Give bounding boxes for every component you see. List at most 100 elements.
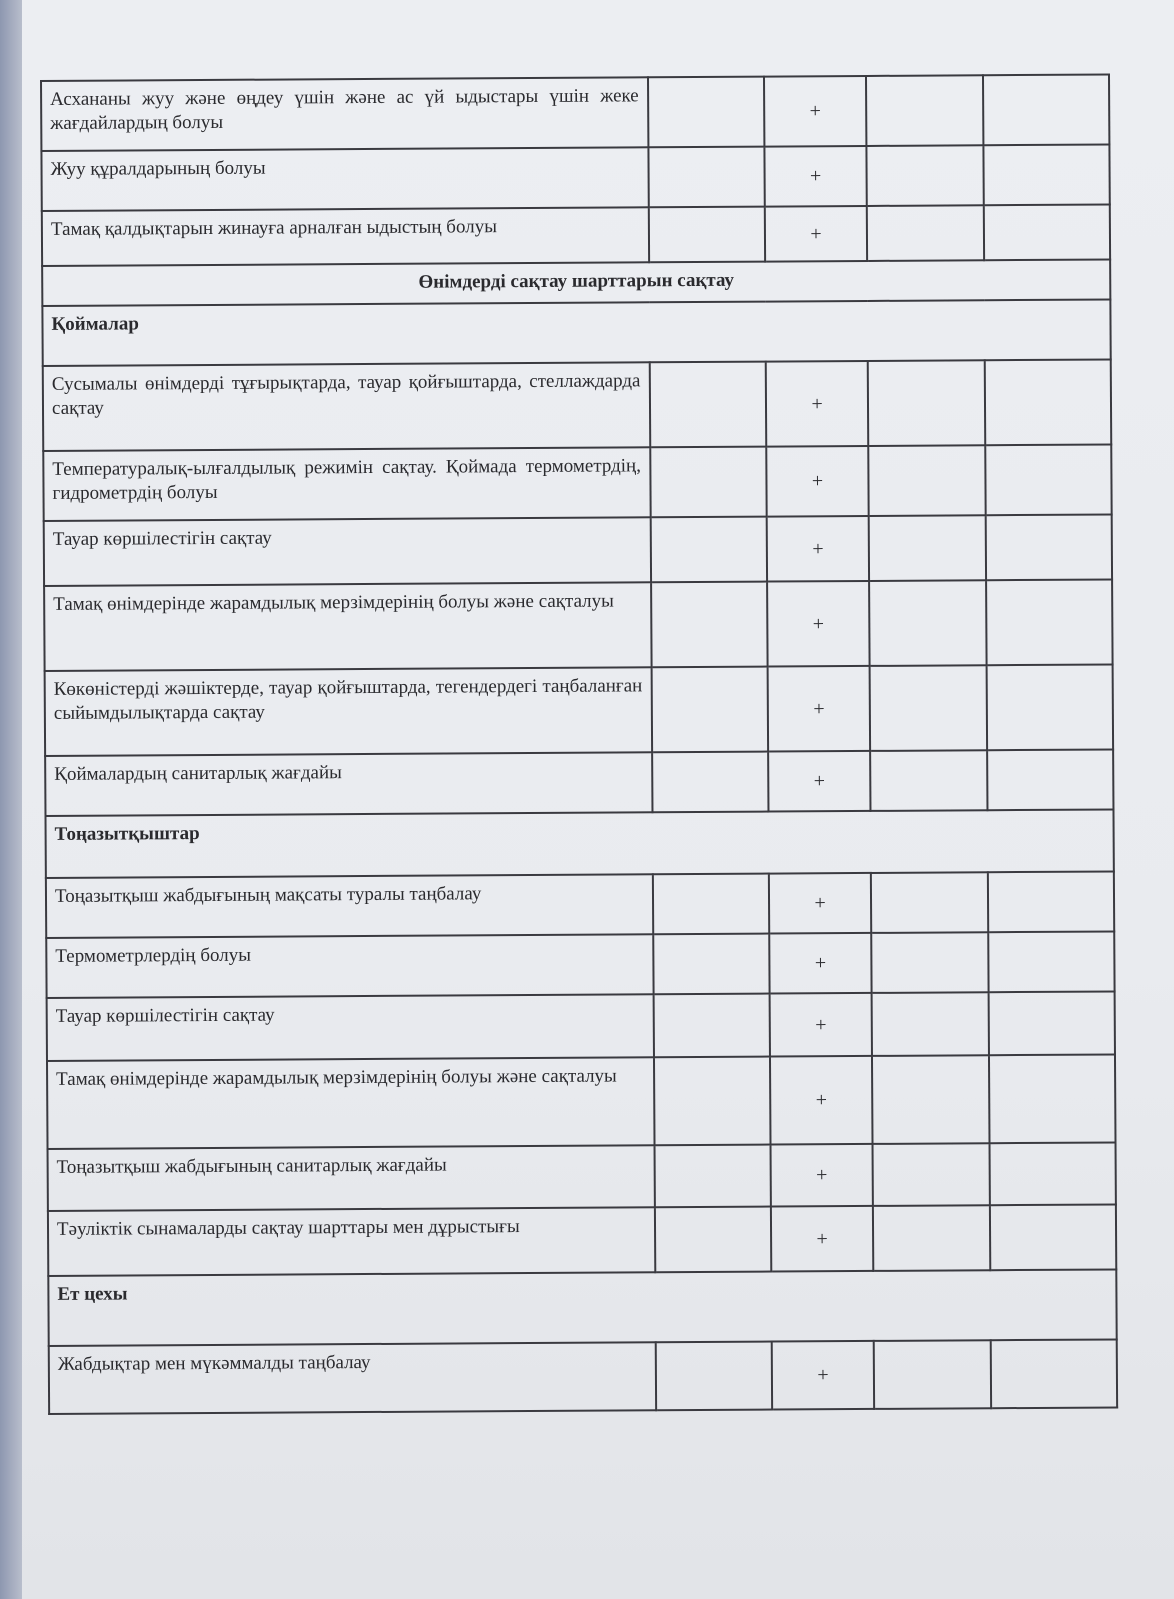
requirement-text: Тамақ қалдықтарын жинауға арналған ыдыст… bbox=[41, 207, 649, 266]
empty-cell bbox=[870, 750, 988, 811]
table-row: Термометрлердің болуы + bbox=[46, 931, 1115, 998]
empty-cell bbox=[985, 514, 1113, 581]
compliance-mark: + bbox=[764, 75, 867, 147]
empty-cell bbox=[651, 666, 769, 753]
empty-cell bbox=[647, 76, 765, 148]
table-row: Қоймалардың санитарлық жағдайы + bbox=[45, 749, 1114, 816]
subsection-title: Тоңазытқыштар bbox=[45, 809, 1114, 878]
empty-cell bbox=[649, 446, 767, 518]
empty-cell bbox=[866, 205, 984, 261]
table-heading-row: Өнімдерді сақтау шарттарын сақтау bbox=[42, 259, 1111, 306]
requirement-text: Тауар көршілестігін сақтау bbox=[46, 994, 654, 1061]
requirement-text: Тамақ өнімдерінде жарамдылық мерзімдерін… bbox=[46, 1057, 655, 1149]
table-row: Тамақ өнімдерінде жарамдылық мерзімдерін… bbox=[44, 579, 1113, 671]
requirement-text: Тамақ өнімдерінде жарамдылық мерзімдерін… bbox=[44, 582, 652, 671]
table-row: Тамақ өнімдерінде жарамдылық мерзімдерін… bbox=[46, 1054, 1116, 1149]
empty-cell bbox=[653, 1056, 771, 1146]
empty-cell bbox=[868, 515, 986, 581]
table-row: Сусымалы өнімдерді тұғырықтарда, тауар қ… bbox=[42, 359, 1112, 451]
empty-cell bbox=[871, 992, 989, 1056]
compliance-mark: + bbox=[766, 515, 870, 582]
empty-cell bbox=[986, 664, 1114, 751]
empty-cell bbox=[866, 75, 983, 146]
compliance-mark: + bbox=[765, 360, 869, 447]
empty-cell bbox=[982, 74, 1110, 146]
compliance-mark: + bbox=[771, 1205, 874, 1272]
empty-cell bbox=[869, 665, 987, 751]
compliance-mark: + bbox=[770, 1143, 873, 1207]
requirement-text: Асхананы жуу және өңдеу үшін және ас үй … bbox=[41, 77, 649, 151]
empty-cell bbox=[988, 991, 1115, 1056]
checklist-table: Асхананы жуу және өңдеу үшін және ас үй … bbox=[40, 73, 1118, 1415]
empty-cell bbox=[868, 445, 986, 516]
empty-cell bbox=[873, 1340, 991, 1409]
empty-cell bbox=[982, 144, 1110, 206]
empty-cell bbox=[870, 872, 988, 933]
empty-cell bbox=[650, 516, 768, 583]
empty-cell bbox=[989, 1142, 1116, 1206]
requirement-text: Термометрлердің болуы bbox=[46, 934, 654, 998]
table-section-row: Ет цехы bbox=[48, 1269, 1117, 1346]
table-row: Тәуліктік сынамаларды сақтау шарттары ме… bbox=[47, 1204, 1117, 1276]
empty-cell bbox=[983, 204, 1111, 261]
compliance-mark: + bbox=[769, 992, 873, 1057]
empty-cell bbox=[872, 1055, 990, 1144]
compliance-mark: + bbox=[767, 580, 870, 667]
table-section-row: Тоңазытқыштар bbox=[45, 809, 1114, 878]
empty-cell bbox=[866, 145, 984, 206]
requirement-text: Көкөністерді жәшіктерде, тауар қойғыштар… bbox=[44, 667, 652, 756]
table-row: Жуу құралдарының болуы + bbox=[41, 144, 1110, 211]
requirement-text: Қоймалардың санитарлық жағдайы bbox=[45, 752, 653, 816]
empty-cell bbox=[984, 359, 1112, 446]
table-row: Температуралық-ылғалдылық режимін сақтау… bbox=[43, 444, 1112, 521]
empty-cell bbox=[648, 146, 765, 208]
section-heading: Өнімдерді сақтау шарттарын сақтау bbox=[42, 259, 1111, 306]
compliance-mark: + bbox=[767, 665, 871, 752]
table-row: Көкөністерді жәшіктерде, тауар қойғыштар… bbox=[44, 664, 1114, 756]
compliance-mark: + bbox=[766, 445, 869, 517]
table-row: Тамақ қалдықтарын жинауға арналған ыдыст… bbox=[41, 204, 1111, 266]
compliance-mark: + bbox=[768, 750, 871, 812]
table-row: Асхананы жуу және өңдеу үшін және ас үй … bbox=[41, 74, 1110, 151]
compliance-mark: + bbox=[768, 872, 872, 934]
compliance-mark: + bbox=[764, 145, 867, 207]
empty-cell bbox=[872, 1205, 990, 1271]
empty-cell bbox=[654, 1206, 772, 1273]
checklist-body: Асхананы жуу және өңдеу үшін және ас үй … bbox=[41, 74, 1118, 1414]
empty-cell bbox=[654, 1144, 772, 1208]
requirement-text: Жабдықтар мен мүкәммалды таңбалау bbox=[48, 1342, 656, 1414]
compliance-mark: + bbox=[764, 205, 868, 262]
empty-cell bbox=[871, 932, 989, 993]
table-row: Тоңазытқыш жабдығының санитарлық жағдайы… bbox=[47, 1142, 1116, 1211]
empty-cell bbox=[988, 1054, 1116, 1144]
requirement-text: Тоңазытқыш жабдығының санитарлық жағдайы bbox=[47, 1145, 655, 1211]
empty-cell bbox=[867, 360, 985, 446]
empty-cell bbox=[650, 581, 768, 668]
compliance-mark: + bbox=[770, 1055, 873, 1145]
empty-cell bbox=[649, 361, 767, 448]
empty-cell bbox=[653, 993, 771, 1058]
empty-cell bbox=[648, 206, 766, 263]
empty-cell bbox=[652, 873, 770, 935]
empty-cell bbox=[869, 580, 987, 666]
subsection-title: Қоймалар bbox=[42, 299, 1111, 366]
empty-cell bbox=[990, 1339, 1118, 1409]
empty-cell bbox=[872, 1143, 990, 1206]
table-section-row: Қоймалар bbox=[42, 299, 1111, 366]
requirement-text: Жуу құралдарының болуы bbox=[41, 147, 649, 211]
empty-cell bbox=[989, 1204, 1117, 1271]
empty-cell bbox=[987, 871, 1115, 933]
empty-cell bbox=[985, 579, 1113, 666]
empty-cell bbox=[651, 751, 769, 813]
empty-cell bbox=[652, 933, 770, 995]
subsection-title: Ет цехы bbox=[48, 1269, 1117, 1346]
document-page bbox=[22, 0, 1174, 1599]
requirement-text: Сусымалы өнімдерді тұғырықтарда, тауар қ… bbox=[42, 362, 650, 451]
empty-cell bbox=[987, 931, 1115, 993]
table-row: Жабдықтар мен мүкәммалды таңбалау + bbox=[48, 1339, 1118, 1414]
empty-cell bbox=[984, 444, 1112, 516]
empty-cell bbox=[986, 749, 1114, 811]
table-row: Тауар көршілестігін сақтау + bbox=[46, 991, 1115, 1061]
table-row: Тоңазытқыш жабдығының мақсаты туралы таң… bbox=[45, 871, 1115, 938]
requirement-text: Тоңазытқыш жабдығының мақсаты туралы таң… bbox=[45, 874, 653, 938]
